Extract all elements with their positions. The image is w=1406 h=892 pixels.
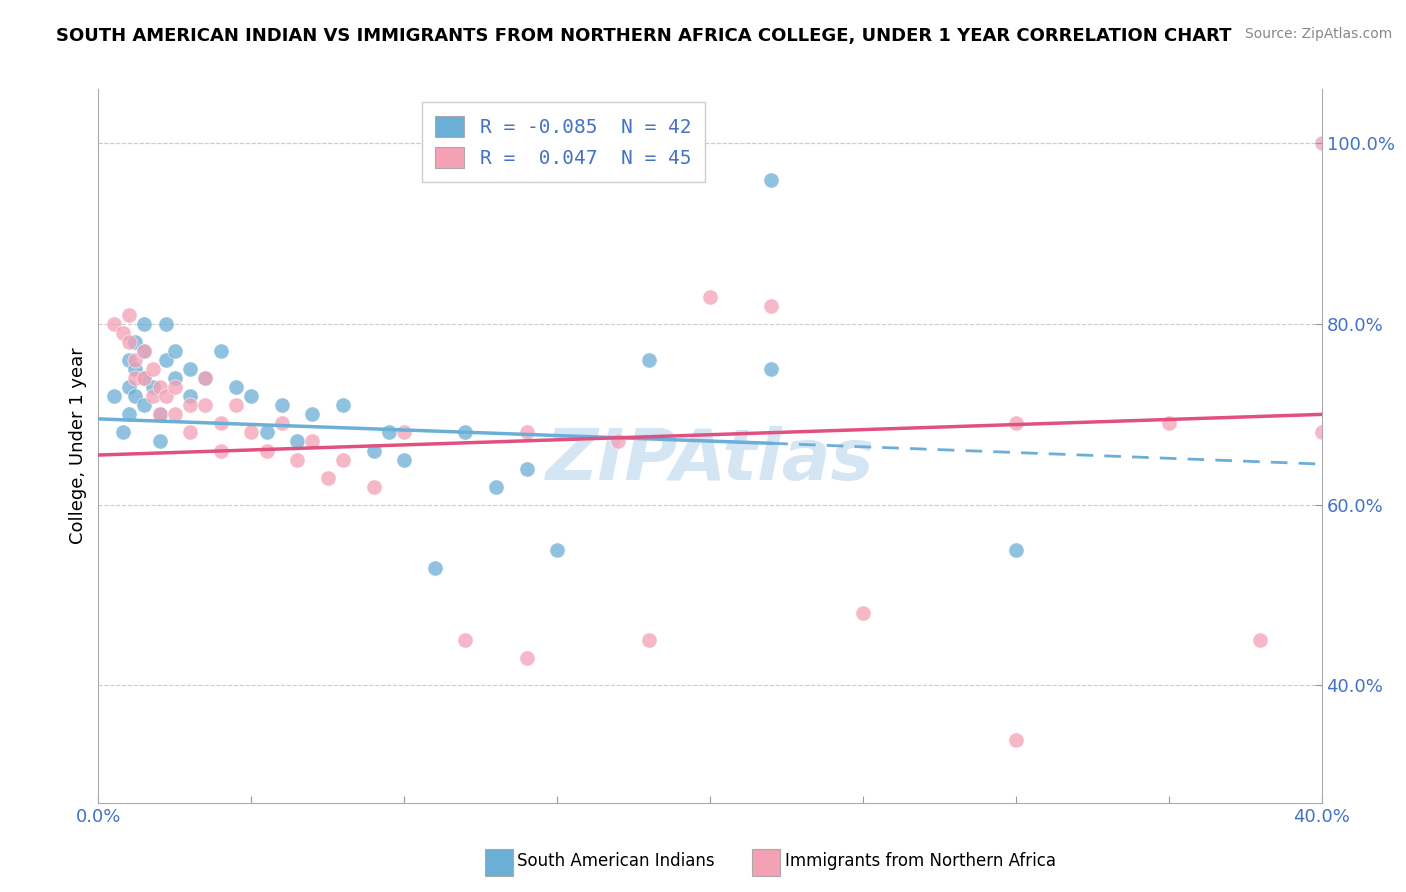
Point	[546, 542, 568, 557]
Point	[103, 389, 125, 403]
Point	[118, 308, 141, 322]
Point	[516, 425, 538, 440]
Point	[163, 371, 186, 385]
Point	[163, 408, 186, 422]
Point	[111, 326, 134, 340]
Point	[637, 633, 661, 648]
Point	[852, 606, 875, 620]
Point	[637, 353, 661, 368]
Point	[363, 480, 385, 494]
Point	[225, 380, 247, 394]
Point	[163, 380, 186, 394]
Point	[332, 452, 354, 467]
Point	[134, 371, 156, 385]
Point	[516, 651, 538, 665]
Point	[240, 389, 263, 403]
Point	[134, 371, 156, 385]
Point	[179, 362, 201, 376]
Point	[142, 389, 165, 403]
Point	[454, 425, 477, 440]
Point	[225, 398, 247, 412]
Point	[285, 452, 308, 467]
Point	[759, 172, 782, 186]
Point	[607, 434, 630, 449]
Point	[179, 389, 201, 403]
Point	[209, 344, 232, 359]
Point	[1004, 732, 1026, 747]
Point	[118, 353, 141, 368]
Point	[149, 380, 172, 394]
Point	[285, 434, 308, 449]
Point	[392, 452, 416, 467]
Point	[155, 317, 177, 331]
Point	[363, 443, 385, 458]
Text: Immigrants from Northern Africa: Immigrants from Northern Africa	[785, 852, 1056, 870]
Point	[256, 425, 278, 440]
Point	[194, 371, 217, 385]
Point	[118, 380, 141, 394]
Point	[118, 335, 141, 350]
Point	[209, 417, 232, 431]
Point	[134, 344, 156, 359]
Point	[155, 353, 177, 368]
Point	[1249, 633, 1271, 648]
Point	[124, 362, 146, 376]
Point	[485, 480, 508, 494]
Point	[118, 408, 141, 422]
Point	[270, 398, 292, 412]
Point	[209, 443, 232, 458]
Point	[155, 389, 177, 403]
Y-axis label: College, Under 1 year: College, Under 1 year	[69, 348, 87, 544]
Point	[111, 425, 134, 440]
Point	[124, 335, 146, 350]
Text: SOUTH AMERICAN INDIAN VS IMMIGRANTS FROM NORTHERN AFRICA COLLEGE, UNDER 1 YEAR C: SOUTH AMERICAN INDIAN VS IMMIGRANTS FROM…	[56, 27, 1232, 45]
Point	[1004, 542, 1026, 557]
Point	[134, 398, 156, 412]
Point	[1004, 417, 1026, 431]
Point	[759, 299, 782, 313]
Point	[194, 398, 217, 412]
Point	[124, 389, 146, 403]
Point	[1157, 417, 1180, 431]
Point	[134, 317, 156, 331]
Point	[759, 362, 782, 376]
Point	[149, 434, 172, 449]
Point	[163, 344, 186, 359]
Point	[301, 434, 323, 449]
Point	[256, 443, 278, 458]
Point	[149, 408, 172, 422]
Point	[179, 425, 201, 440]
Point	[103, 317, 125, 331]
Point	[301, 408, 323, 422]
Point	[454, 633, 477, 648]
Point	[378, 425, 401, 440]
Point	[134, 344, 156, 359]
Point	[124, 371, 146, 385]
Point	[142, 380, 165, 394]
Point	[1310, 136, 1333, 151]
Point	[332, 398, 354, 412]
Point	[270, 417, 292, 431]
Point	[316, 470, 339, 484]
Point	[423, 561, 446, 575]
Legend: R = -0.085  N = 42, R =  0.047  N = 45: R = -0.085 N = 42, R = 0.047 N = 45	[422, 103, 704, 182]
Point	[699, 290, 721, 304]
Point	[392, 425, 416, 440]
Text: Source: ZipAtlas.com: Source: ZipAtlas.com	[1244, 27, 1392, 41]
Point	[149, 408, 172, 422]
Point	[194, 371, 217, 385]
Point	[1310, 425, 1333, 440]
Point	[240, 425, 263, 440]
Text: South American Indians: South American Indians	[517, 852, 716, 870]
Point	[124, 353, 146, 368]
Point	[516, 461, 538, 475]
Text: ZIPAtlas: ZIPAtlas	[546, 425, 875, 495]
Point	[142, 362, 165, 376]
Point	[179, 398, 201, 412]
